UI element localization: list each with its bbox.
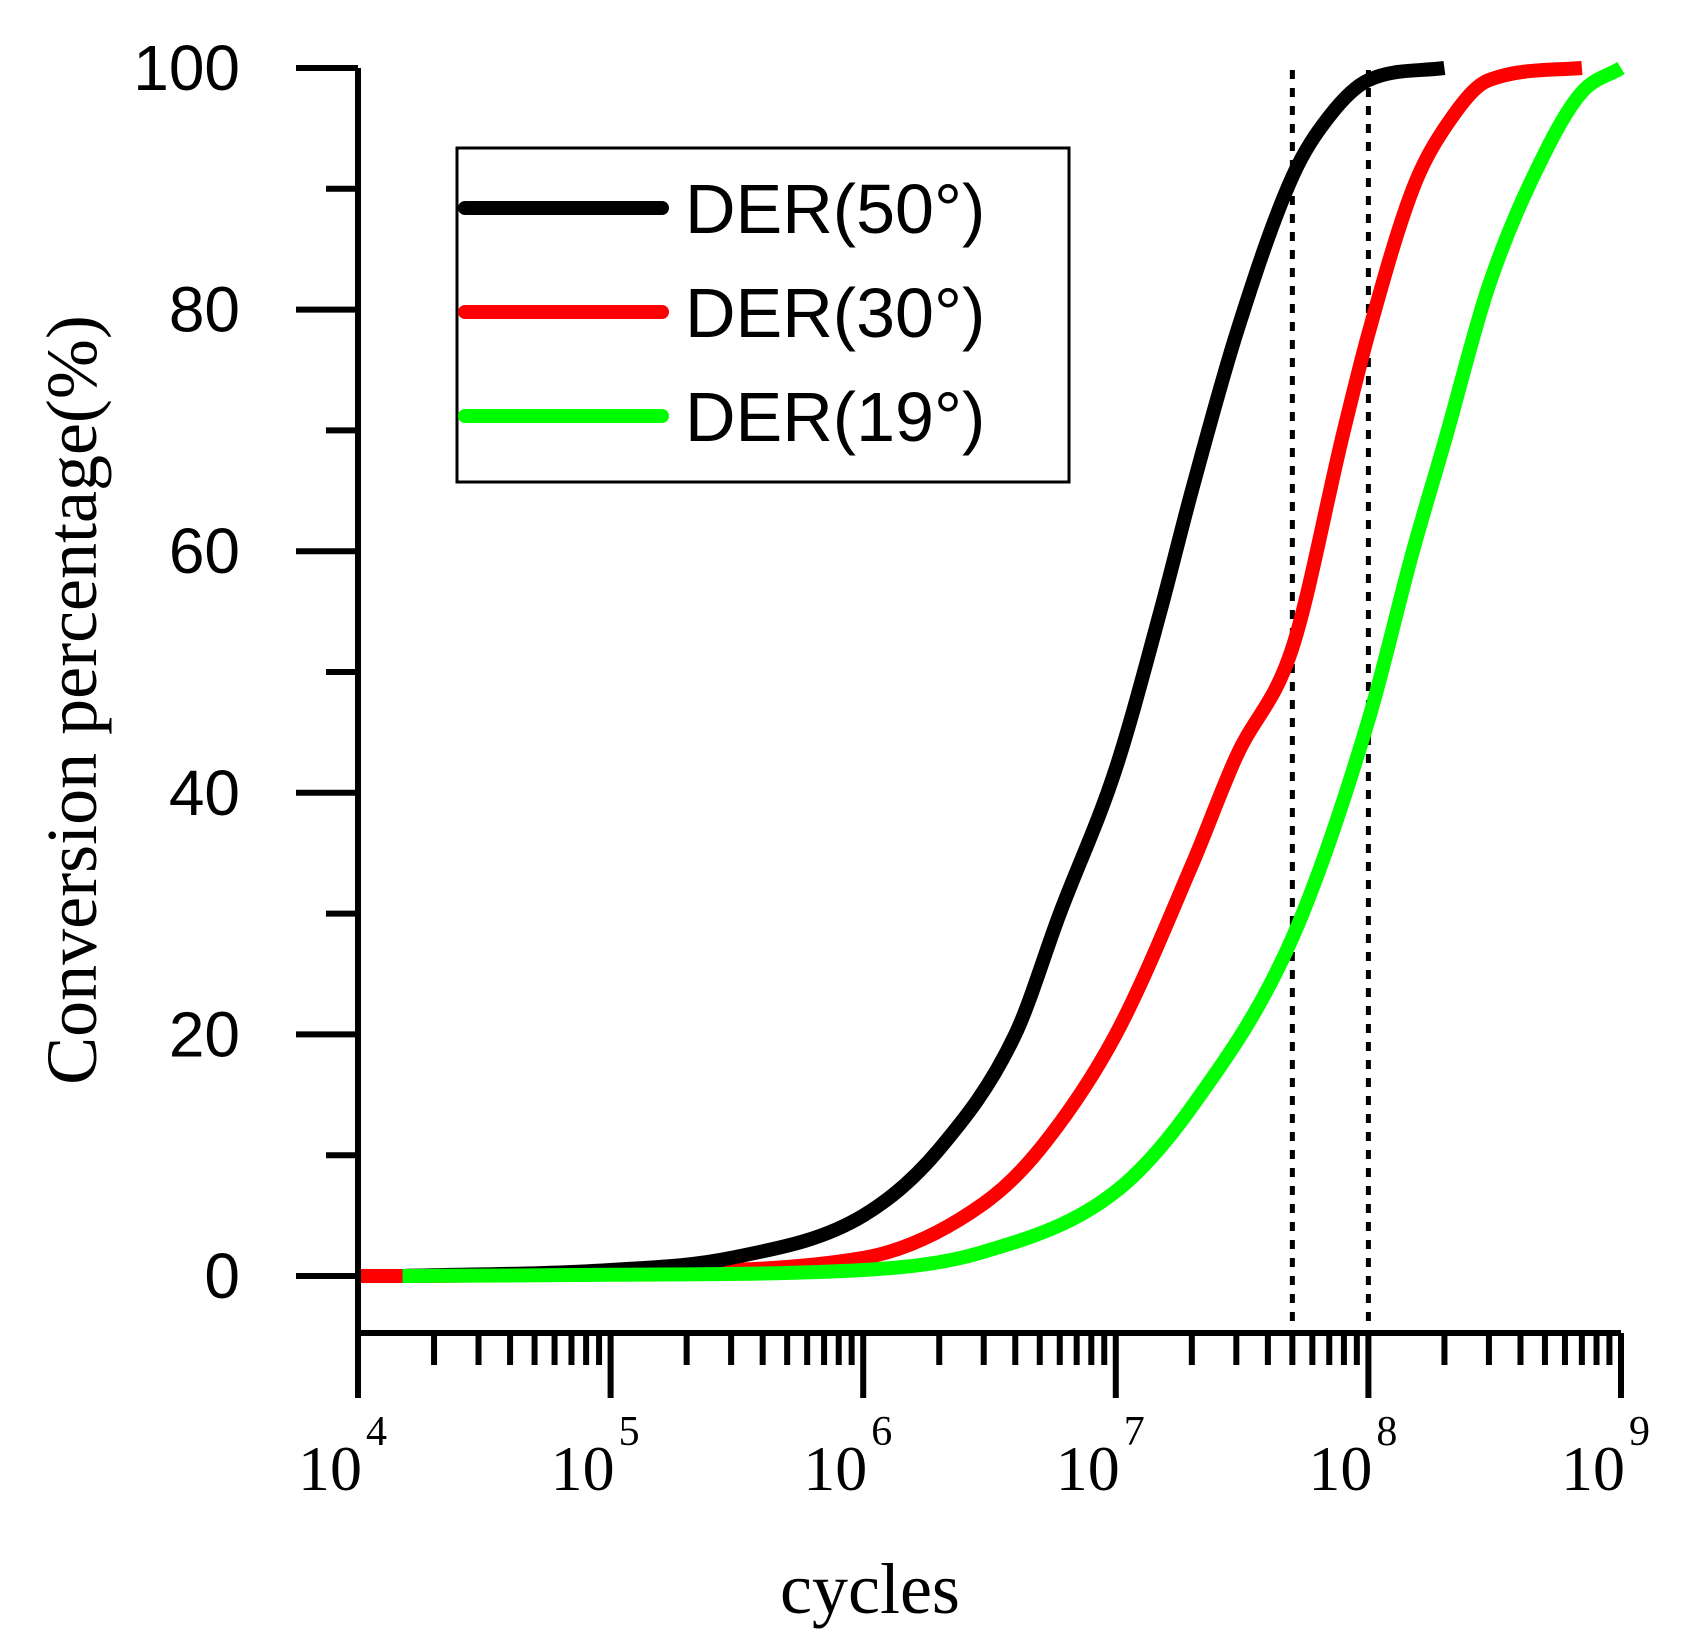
x-tick-label: 104 — [298, 1409, 387, 1504]
y-tick-label-80: 80 — [169, 274, 240, 346]
x-tick-label-base: 10 — [1056, 1433, 1120, 1504]
x-tick-label: 109 — [1561, 1409, 1650, 1504]
x-tick-label-base: 10 — [1308, 1433, 1372, 1504]
y-tick-label-20: 20 — [169, 998, 240, 1070]
x-tick-label-exp: 5 — [619, 1409, 640, 1455]
reference-lines — [1289, 70, 1371, 1333]
x-tick-label-base: 10 — [803, 1433, 867, 1504]
y-tick-label-100: 100 — [133, 32, 240, 104]
x-tick-label-base: 10 — [1561, 1433, 1625, 1504]
y-tick-label-40: 40 — [169, 757, 240, 829]
y-tick-label-60: 60 — [169, 515, 240, 587]
y-tick-label-0: 0 — [204, 1240, 240, 1312]
series-line-0 — [402, 61, 1446, 1283]
x-tick-label: 108 — [1308, 1409, 1397, 1504]
legend-label-0: DER(50°) — [685, 170, 985, 248]
axes — [355, 68, 1621, 1336]
legend: DER(50°) DER(30°) DER(19°) — [455, 146, 1071, 484]
y-ticks: 0 20 40 60 80 100 — [133, 32, 358, 1312]
x-tick-label-base: 10 — [298, 1433, 362, 1504]
x-tick-label-exp: 8 — [1376, 1409, 1397, 1455]
x-tick-label: 105 — [551, 1409, 640, 1504]
x-tick-label: 107 — [1056, 1409, 1145, 1504]
x-axis-title: cycles — [780, 1549, 960, 1629]
legend-label-2: DER(19°) — [685, 378, 985, 456]
series-line-2 — [402, 61, 1625, 1283]
y-axis-title: Conversion percentage(%) — [32, 315, 112, 1085]
x-tick-label-exp: 6 — [871, 1409, 892, 1455]
x-tick-label: 106 — [803, 1409, 892, 1504]
x-tick-label-exp: 4 — [366, 1409, 387, 1455]
x-tick-label-base: 10 — [551, 1433, 615, 1504]
x-tick-label-exp: 7 — [1124, 1409, 1145, 1455]
x-tick-label-exp: 9 — [1629, 1409, 1650, 1455]
series-lines — [357, 61, 1625, 1283]
legend-label-1: DER(30°) — [685, 274, 985, 352]
